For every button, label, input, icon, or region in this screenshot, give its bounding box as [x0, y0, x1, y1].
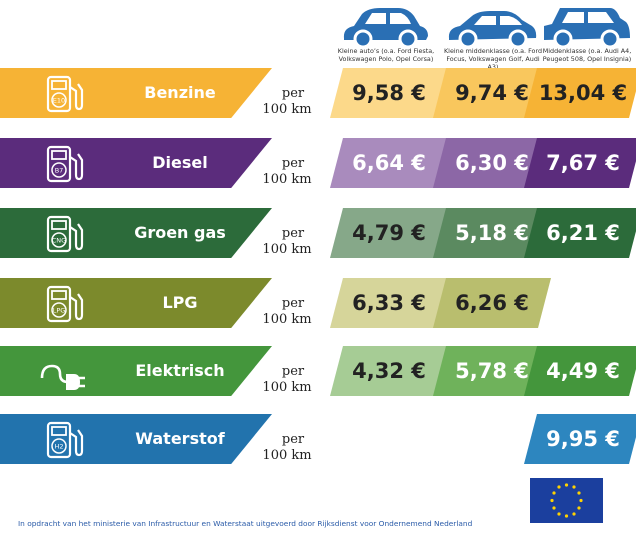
fuel-row-elektrisch: Elektrisch	[0, 346, 272, 396]
svg-text:B7: B7	[55, 167, 64, 175]
car-class-caption: Kleine auto’s (o.a. Ford Fiesta, Volkswa…	[337, 47, 435, 63]
price-value: 9,95 €	[546, 427, 620, 451]
fuel-name: Waterstof	[135, 429, 225, 448]
fuel-pump-icon: H2	[38, 420, 86, 460]
per-100-km-label: per 100 km	[262, 432, 312, 463]
price-value: 9,74 €	[455, 81, 529, 105]
per-100-km-label: per 100 km	[262, 226, 312, 257]
car-class-caption: Middenklasse (o.a. Audi A4, Peugeot 508,…	[542, 47, 632, 63]
price-cell	[524, 138, 636, 188]
per-100-km-label: per 100 km	[262, 86, 312, 117]
price-cell	[330, 68, 448, 118]
eu-flag	[530, 478, 603, 523]
price-cell	[524, 208, 636, 258]
price-value: 9,58 €	[352, 81, 426, 105]
price-cell	[524, 68, 636, 118]
svg-text:E10: E10	[53, 97, 65, 105]
fuel-name: Groen gas	[134, 223, 226, 242]
price-value: 7,67 €	[546, 151, 620, 175]
fuel-pump-icon: B7	[38, 144, 86, 184]
suv-car-icon	[540, 4, 632, 50]
fuel-row-diesel: B7 Diesel	[0, 138, 272, 188]
price-value: 13,04 €	[538, 81, 628, 105]
per-100-km-label: per 100 km	[262, 156, 312, 187]
car-class-caption: Kleine middenklasse (o.a. Ford Focus, Vo…	[443, 47, 543, 71]
fuel-pump-icon: E10	[38, 74, 86, 114]
price-value: 6,33 €	[352, 291, 426, 315]
per-100-km-label: per 100 km	[262, 296, 312, 327]
fuel-row-benzine: E10 Benzine	[0, 68, 272, 118]
price-cell	[524, 346, 636, 396]
price-value: 4,49 €	[546, 359, 620, 383]
price-value: 5,78 €	[455, 359, 529, 383]
fuel-row-lpg: LPG LPG	[0, 278, 272, 328]
fuel-name: Benzine	[144, 83, 216, 102]
svg-text:CNG: CNG	[52, 237, 66, 245]
price-cell	[330, 346, 448, 396]
price-value: 6,26 €	[455, 291, 529, 315]
medium-car-icon	[446, 4, 538, 50]
price-cell	[524, 414, 636, 464]
fuel-row-waterstof: H2 Waterstof	[0, 414, 272, 464]
price-cell	[330, 138, 448, 188]
price-cell	[330, 278, 448, 328]
electric-plug-icon	[38, 352, 86, 392]
fuel-row-groen-gas: CNG Groen gas	[0, 208, 272, 258]
price-value: 6,30 €	[455, 151, 529, 175]
price-cell	[330, 208, 448, 258]
per-100-km-label: per 100 km	[262, 364, 312, 395]
price-value: 4,32 €	[352, 359, 426, 383]
fuel-name: Elektrisch	[135, 361, 225, 380]
price-value: 6,21 €	[546, 221, 620, 245]
small-car-icon	[338, 4, 430, 50]
fuel-name: Diesel	[152, 153, 208, 172]
footer-credit: In opdracht van het ministerie van Infra…	[18, 519, 473, 528]
price-value: 4,79 €	[352, 221, 426, 245]
fuel-pump-icon: LPG	[38, 284, 86, 324]
fuel-name: LPG	[162, 293, 198, 312]
svg-text:LPG: LPG	[53, 307, 66, 315]
fuel-pump-icon: CNG	[38, 214, 86, 254]
svg-text:H2: H2	[54, 443, 63, 451]
price-cell	[433, 278, 551, 328]
price-value: 6,64 €	[352, 151, 426, 175]
price-value: 5,18 €	[455, 221, 529, 245]
